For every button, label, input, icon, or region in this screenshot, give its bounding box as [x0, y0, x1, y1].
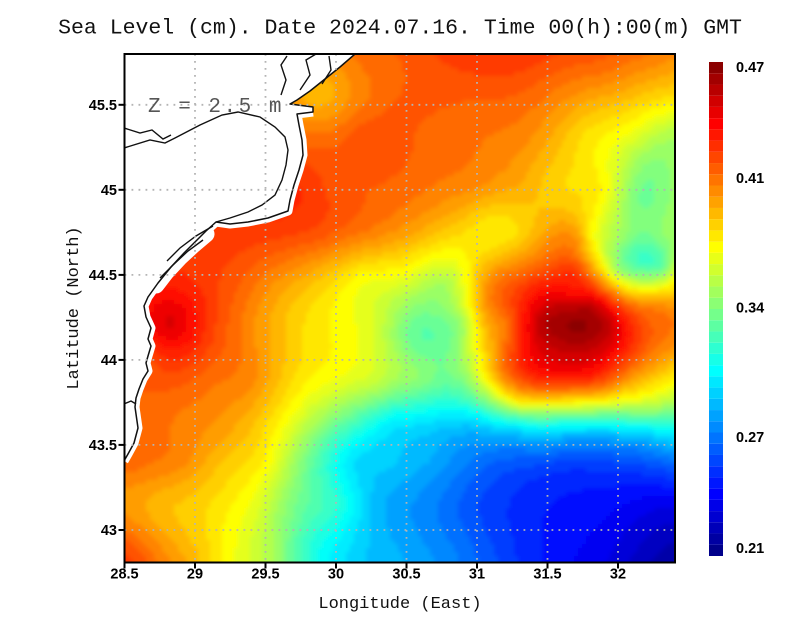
svg-text:44: 44: [101, 353, 117, 369]
svg-text:45.5: 45.5: [89, 98, 117, 114]
svg-text:28.5: 28.5: [110, 567, 138, 583]
svg-text:Sea Level (cm). Date 2024.07.1: Sea Level (cm). Date 2024.07.16. Time 00…: [58, 17, 742, 41]
svg-text:31.5: 31.5: [533, 567, 561, 583]
svg-text:29: 29: [187, 567, 203, 583]
svg-text:0.21: 0.21: [736, 541, 764, 557]
svg-text:0.41: 0.41: [736, 171, 764, 187]
svg-text:30.5: 30.5: [392, 567, 420, 583]
svg-text:45: 45: [101, 183, 117, 199]
svg-text:Z = 2.5 m: Z = 2.5 m: [148, 96, 284, 119]
svg-text:Longitude (East): Longitude (East): [318, 595, 481, 614]
svg-text:43.5: 43.5: [89, 438, 117, 454]
svg-text:43: 43: [101, 523, 117, 539]
svg-text:32: 32: [610, 567, 626, 583]
svg-text:44.5: 44.5: [89, 268, 117, 284]
svg-text:0.27: 0.27: [736, 430, 764, 446]
svg-text:Latitude (North): Latitude (North): [65, 226, 84, 389]
svg-text:0.47: 0.47: [736, 60, 764, 76]
svg-text:30: 30: [328, 567, 344, 583]
svg-text:31: 31: [469, 567, 485, 583]
svg-text:29.5: 29.5: [251, 567, 279, 583]
svg-text:0.34: 0.34: [736, 301, 764, 317]
